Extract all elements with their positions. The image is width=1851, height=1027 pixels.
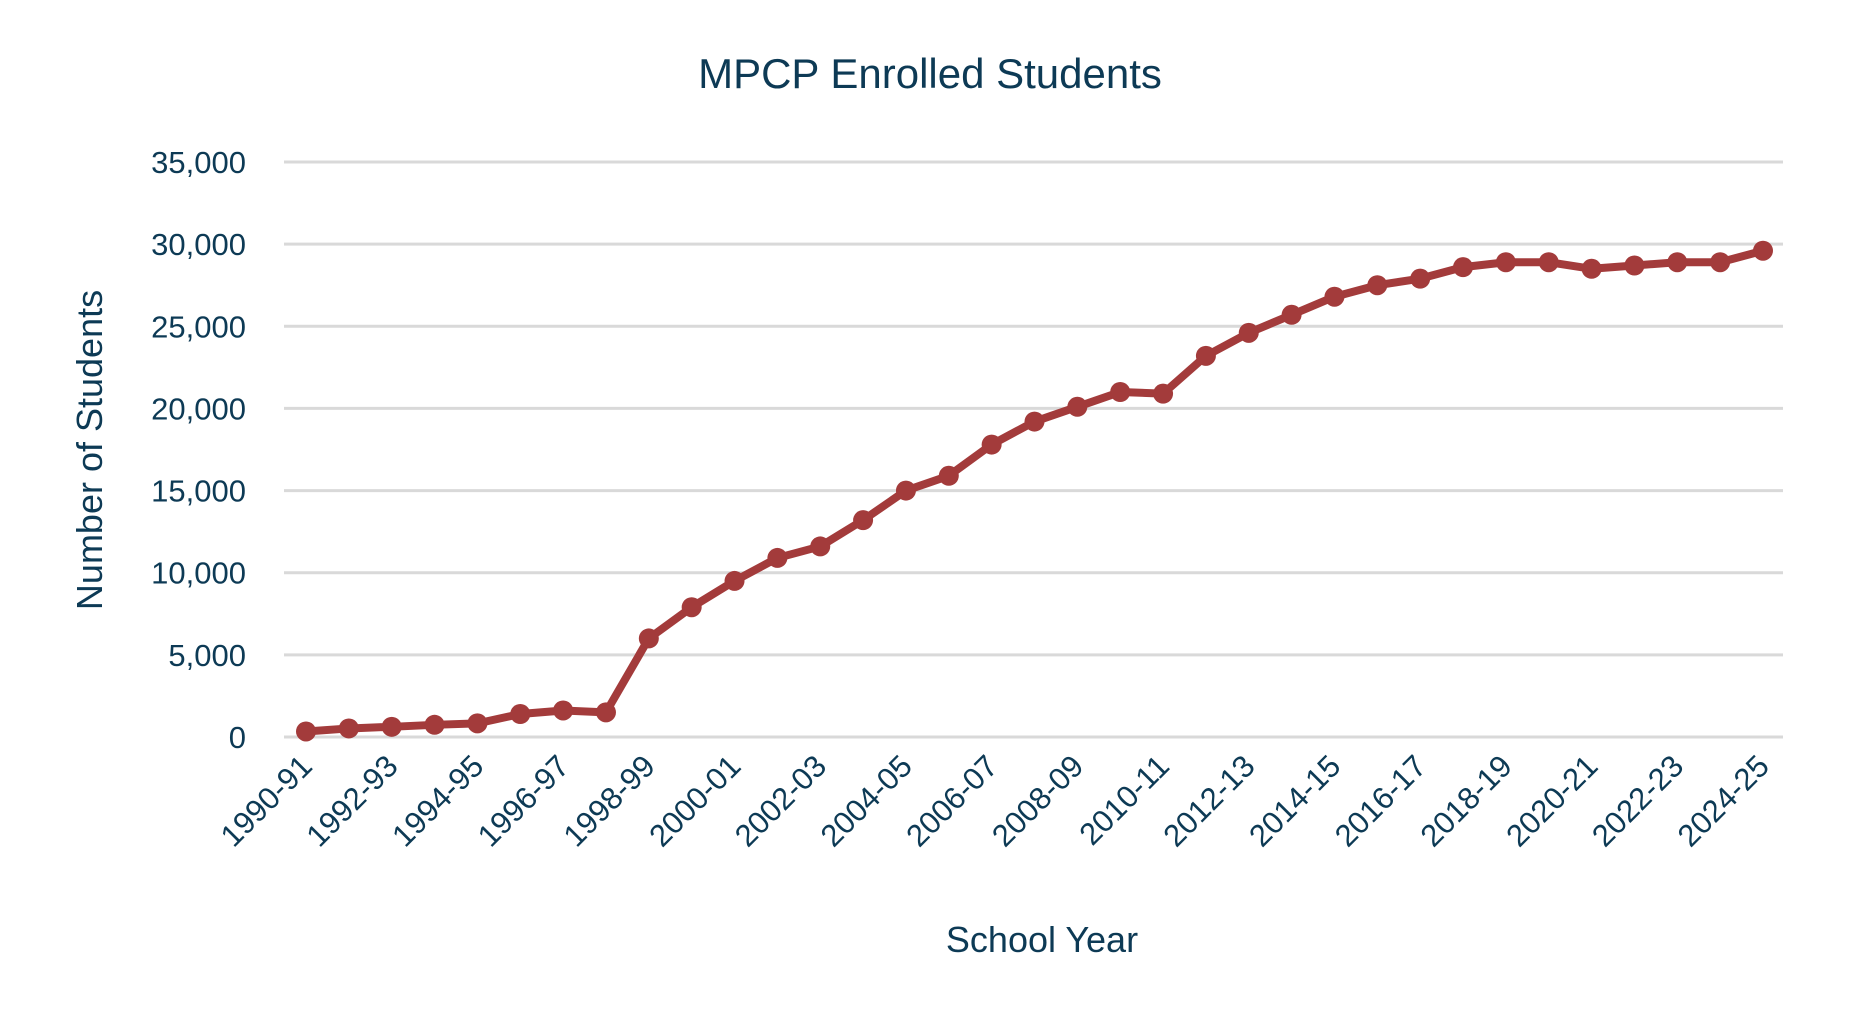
x-tick-label: 2006-07 (899, 748, 1004, 853)
x-tick-label: 2014-15 (1242, 748, 1347, 853)
x-axis-title: School Year (946, 919, 1138, 960)
y-axis-title: Number of Students (69, 290, 110, 610)
chart-title: MPCP Enrolled Students (698, 50, 1162, 97)
data-point (724, 570, 745, 591)
data-point (1238, 322, 1259, 343)
y-tick-label: 35,000 (151, 145, 246, 180)
data-point (638, 628, 659, 649)
x-tick-label: 2008-09 (985, 748, 1090, 853)
x-tick-label: 2000-01 (642, 748, 747, 853)
data-point (1281, 304, 1302, 325)
data-point (1753, 240, 1773, 261)
data-point (1153, 383, 1174, 404)
x-tick-label: 1996-97 (471, 748, 576, 853)
y-tick-label: 15,000 (151, 474, 246, 509)
data-point (1538, 252, 1559, 273)
x-tick-label: 1994-95 (385, 748, 490, 853)
data-point (467, 713, 488, 734)
data-point (1067, 396, 1088, 417)
x-tick-label: 2016-17 (1328, 748, 1433, 853)
data-point (1410, 268, 1431, 289)
x-tick-label: 1990-91 (214, 748, 319, 853)
x-tick-label: 1992-93 (299, 748, 404, 853)
data-point (1024, 411, 1045, 432)
data-point (767, 547, 788, 568)
data-point (981, 434, 1002, 455)
y-tick-label: 10,000 (151, 556, 246, 591)
data-point (1581, 258, 1602, 279)
data-point (1195, 345, 1216, 366)
x-tick-label: 2004-05 (814, 748, 919, 853)
data-point (553, 700, 574, 721)
data-point (1667, 252, 1688, 273)
data-point (1710, 252, 1731, 273)
data-point (296, 721, 316, 742)
x-tick-label: 2022-23 (1585, 748, 1690, 853)
data-point (1624, 255, 1645, 276)
x-tick-label: 2002-03 (728, 748, 833, 853)
data-point (338, 718, 359, 739)
y-tick-label: 5,000 (168, 638, 246, 673)
data-point (1367, 275, 1388, 296)
y-tick-label: 20,000 (151, 391, 246, 426)
data-point (853, 510, 874, 531)
y-tick-label: 0 (229, 720, 246, 755)
data-point (681, 597, 702, 618)
data-point (1324, 286, 1345, 307)
data-point (1453, 257, 1474, 278)
x-tick-label: 1998-99 (557, 748, 662, 853)
data-point (381, 716, 402, 737)
y-tick-label: 25,000 (151, 309, 246, 344)
data-point (810, 536, 831, 557)
data-point (510, 704, 531, 724)
x-tick-label: 2012-13 (1157, 748, 1262, 853)
data-point (938, 465, 959, 486)
y-tick-label: 30,000 (151, 227, 246, 262)
x-tick-label: 2024-25 (1671, 748, 1776, 853)
data-point (595, 702, 616, 723)
data-point (1495, 252, 1516, 273)
x-tick-label: 2010-11 (1072, 748, 1176, 852)
data-point (895, 480, 916, 501)
data-point (1110, 382, 1131, 402)
x-tick-label: 2018-19 (1414, 748, 1519, 853)
x-tick-label: 2020-21 (1499, 748, 1604, 853)
data-point (424, 714, 445, 735)
